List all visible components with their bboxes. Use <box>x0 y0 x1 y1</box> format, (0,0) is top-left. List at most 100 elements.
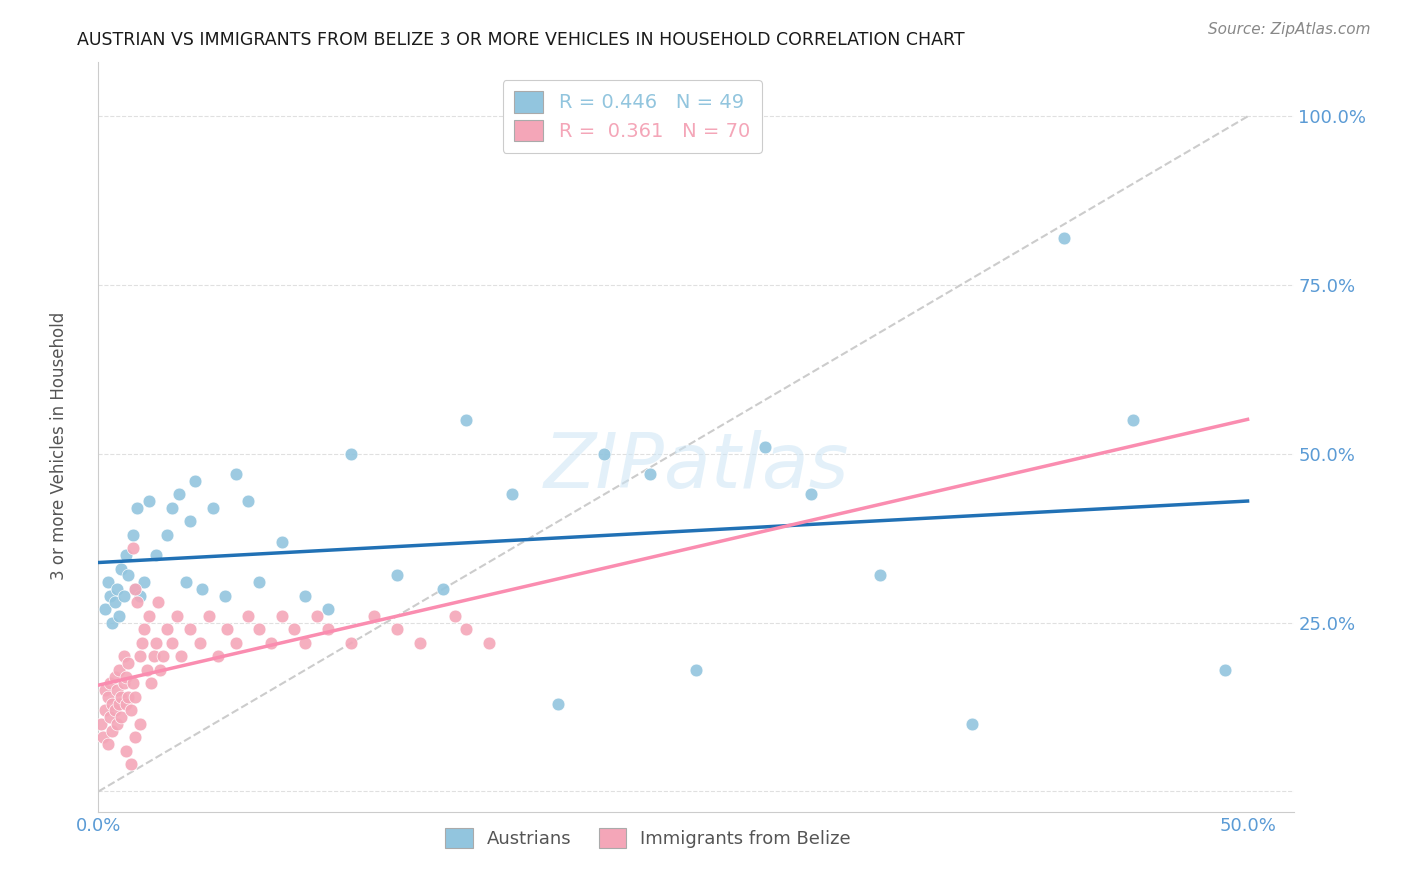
Point <box>1053 231 1076 245</box>
Point <box>443 609 465 624</box>
Point <box>97 575 120 590</box>
Point <box>456 623 478 637</box>
Point <box>385 623 409 637</box>
Point <box>294 589 316 603</box>
Point <box>638 467 661 482</box>
Text: Source: ZipAtlas.com: Source: ZipAtlas.com <box>1208 22 1371 37</box>
Point <box>115 697 138 711</box>
Point <box>148 595 170 609</box>
Point <box>456 413 478 427</box>
Point <box>593 447 616 461</box>
Point <box>120 757 142 772</box>
Point <box>134 575 156 590</box>
Point <box>128 589 150 603</box>
Point <box>112 589 135 603</box>
Point <box>105 717 128 731</box>
Point <box>478 636 501 650</box>
Text: ZIPatlas: ZIPatlas <box>543 430 849 504</box>
Point <box>101 697 124 711</box>
Point <box>179 623 201 637</box>
Point <box>340 447 363 461</box>
Point <box>110 710 132 724</box>
Text: 3 or more Vehicles in Household: 3 or more Vehicles in Household <box>51 312 67 580</box>
Point <box>260 636 283 650</box>
Point <box>1122 413 1144 427</box>
Point <box>156 528 179 542</box>
Point <box>97 690 120 704</box>
Point <box>103 703 125 717</box>
Point <box>122 676 145 690</box>
Point <box>127 595 149 609</box>
Point <box>128 649 150 664</box>
Point <box>271 534 294 549</box>
Point <box>124 731 146 745</box>
Point <box>547 697 569 711</box>
Point <box>363 609 385 624</box>
Point <box>141 676 163 690</box>
Point <box>138 609 160 624</box>
Point <box>124 582 146 596</box>
Point <box>91 731 114 745</box>
Point <box>174 575 197 590</box>
Point <box>316 602 339 616</box>
Point <box>432 582 454 596</box>
Point <box>236 609 259 624</box>
Point <box>167 487 190 501</box>
Point <box>340 636 363 650</box>
Point <box>110 562 132 576</box>
Point <box>105 683 128 698</box>
Point <box>103 595 125 609</box>
Point <box>115 670 138 684</box>
Point <box>122 541 145 556</box>
Point <box>385 568 409 582</box>
Point <box>127 500 149 515</box>
Point <box>305 609 328 624</box>
Point <box>110 690 132 704</box>
Point <box>754 440 776 454</box>
Point <box>98 676 121 690</box>
Point <box>197 609 219 624</box>
Point <box>134 623 156 637</box>
Point <box>316 623 339 637</box>
Point <box>94 703 117 717</box>
Point <box>124 582 146 596</box>
Point <box>236 494 259 508</box>
Point <box>188 636 211 650</box>
Point <box>271 609 294 624</box>
Point <box>160 500 183 515</box>
Point <box>283 623 305 637</box>
Point <box>685 663 707 677</box>
Point <box>120 703 142 717</box>
Point <box>94 602 117 616</box>
Point <box>800 487 823 501</box>
Point <box>152 649 174 664</box>
Point <box>145 636 167 650</box>
Legend: Austrians, Immigrants from Belize: Austrians, Immigrants from Belize <box>439 821 858 855</box>
Point <box>214 589 236 603</box>
Point <box>122 528 145 542</box>
Point <box>90 717 112 731</box>
Point <box>217 623 239 637</box>
Point <box>131 636 153 650</box>
Point <box>247 623 270 637</box>
Point <box>112 676 135 690</box>
Point <box>160 636 183 650</box>
Point <box>501 487 523 501</box>
Point <box>184 474 207 488</box>
Point <box>1213 663 1236 677</box>
Point <box>294 636 316 650</box>
Point <box>960 717 983 731</box>
Point <box>225 467 247 482</box>
Point <box>202 500 225 515</box>
Point <box>115 548 138 562</box>
Point <box>112 649 135 664</box>
Point <box>101 615 124 630</box>
Point <box>97 737 120 751</box>
Point <box>115 744 138 758</box>
Point <box>124 690 146 704</box>
Point <box>108 697 131 711</box>
Point <box>105 582 128 596</box>
Point <box>117 568 139 582</box>
Point <box>869 568 891 582</box>
Point <box>145 548 167 562</box>
